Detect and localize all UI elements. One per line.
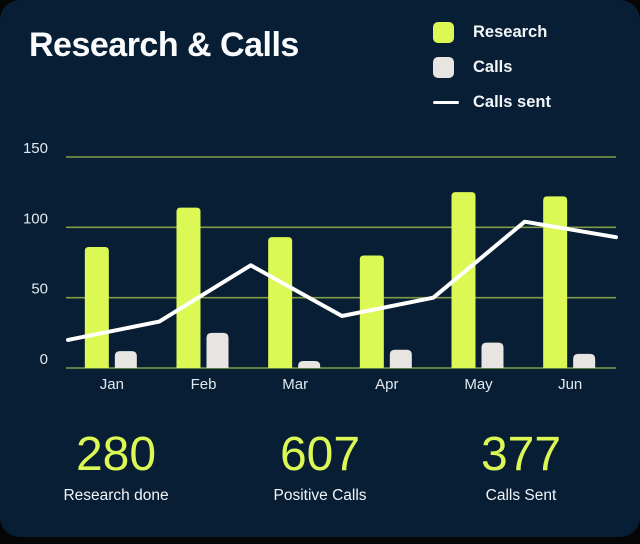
bar-calls-jun (573, 353, 596, 368)
line-swatch-icon (433, 101, 459, 104)
stat-calls-sent: 377 Calls Sent (480, 428, 562, 505)
research-swatch-icon (433, 22, 454, 43)
stat-label: Research done (63, 487, 169, 505)
legend-item-research: Research (433, 22, 551, 43)
y-tick-label: 50 (31, 281, 48, 298)
legend-label: Research (473, 23, 548, 41)
chart-legend: Research Calls Calls sent (433, 22, 551, 127)
bar-calls-apr (389, 349, 412, 368)
calls-sent-line (66, 219, 618, 342)
stat-value: 280 (75, 428, 157, 481)
page-title: Research & Calls (29, 26, 299, 64)
bar-research-jan (84, 247, 109, 368)
legend-item-calls: Calls (433, 57, 551, 78)
bar-calls-may (481, 342, 504, 368)
legend-label: Calls (473, 58, 513, 76)
stat-label: Calls Sent (485, 487, 557, 505)
stat-value: 377 (480, 428, 562, 481)
stat-research-done: 280 Research done (63, 428, 169, 505)
x-tick-label: Apr (375, 376, 398, 393)
legend-item-calls-sent: Calls sent (433, 92, 551, 113)
stat-value: 607 (279, 428, 361, 481)
y-tick-label: 150 (23, 140, 48, 157)
x-tick-label: Mar (282, 376, 308, 393)
chart-svg: 0 50 100 150 Jan Feb Mar Apr May Jun (23, 140, 618, 393)
y-tick-label: 100 (23, 210, 48, 227)
x-tick-label: May (464, 376, 493, 393)
x-tick-label: Jun (558, 376, 582, 393)
bar-research-may (451, 192, 476, 368)
legend-label: Calls sent (473, 93, 551, 111)
bar-calls-jan (114, 351, 137, 368)
bar-research-feb (176, 207, 201, 368)
bar-research-jun (543, 196, 568, 368)
bar-calls-feb (206, 332, 229, 368)
x-tick-label: Feb (191, 376, 217, 393)
bar-calls-mar (298, 360, 321, 368)
stats-row: 280 Research done 607 Positive Calls 377… (0, 428, 640, 510)
x-tick-label: Jan (100, 376, 124, 393)
bar-research-mar (268, 237, 293, 368)
stat-label: Positive Calls (273, 487, 367, 505)
stat-positive-calls: 607 Positive Calls (273, 428, 367, 505)
calls-swatch-icon (433, 57, 454, 78)
y-tick-label: 0 (40, 351, 48, 368)
